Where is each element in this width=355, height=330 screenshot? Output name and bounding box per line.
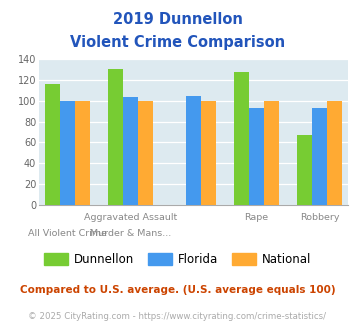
Bar (327, 101, 342, 205)
Bar (138, 101, 153, 205)
Text: Compared to U.S. average. (U.S. average equals 100): Compared to U.S. average. (U.S. average … (20, 285, 335, 295)
Bar (123, 97, 138, 205)
Text: Aggravated Assault: Aggravated Assault (84, 213, 177, 222)
Bar (201, 101, 216, 205)
Bar (312, 108, 327, 205)
Bar (297, 135, 312, 205)
Legend: Dunnellon, Florida, National: Dunnellon, Florida, National (39, 248, 316, 271)
Bar (45, 84, 60, 205)
Text: Rape: Rape (245, 213, 269, 222)
Text: 2019 Dunnellon: 2019 Dunnellon (113, 12, 242, 26)
Bar (108, 69, 123, 205)
Bar (60, 101, 75, 205)
Text: Murder & Mans...: Murder & Mans... (90, 229, 171, 238)
Text: All Violent Crime: All Violent Crime (28, 229, 107, 238)
Text: © 2025 CityRating.com - https://www.cityrating.com/crime-statistics/: © 2025 CityRating.com - https://www.city… (28, 312, 327, 321)
Text: Robbery: Robbery (300, 213, 339, 222)
Bar (186, 96, 201, 205)
Text: Violent Crime Comparison: Violent Crime Comparison (70, 35, 285, 50)
Bar (75, 101, 90, 205)
Bar (264, 101, 279, 205)
Bar (234, 72, 249, 205)
Bar (249, 108, 264, 205)
